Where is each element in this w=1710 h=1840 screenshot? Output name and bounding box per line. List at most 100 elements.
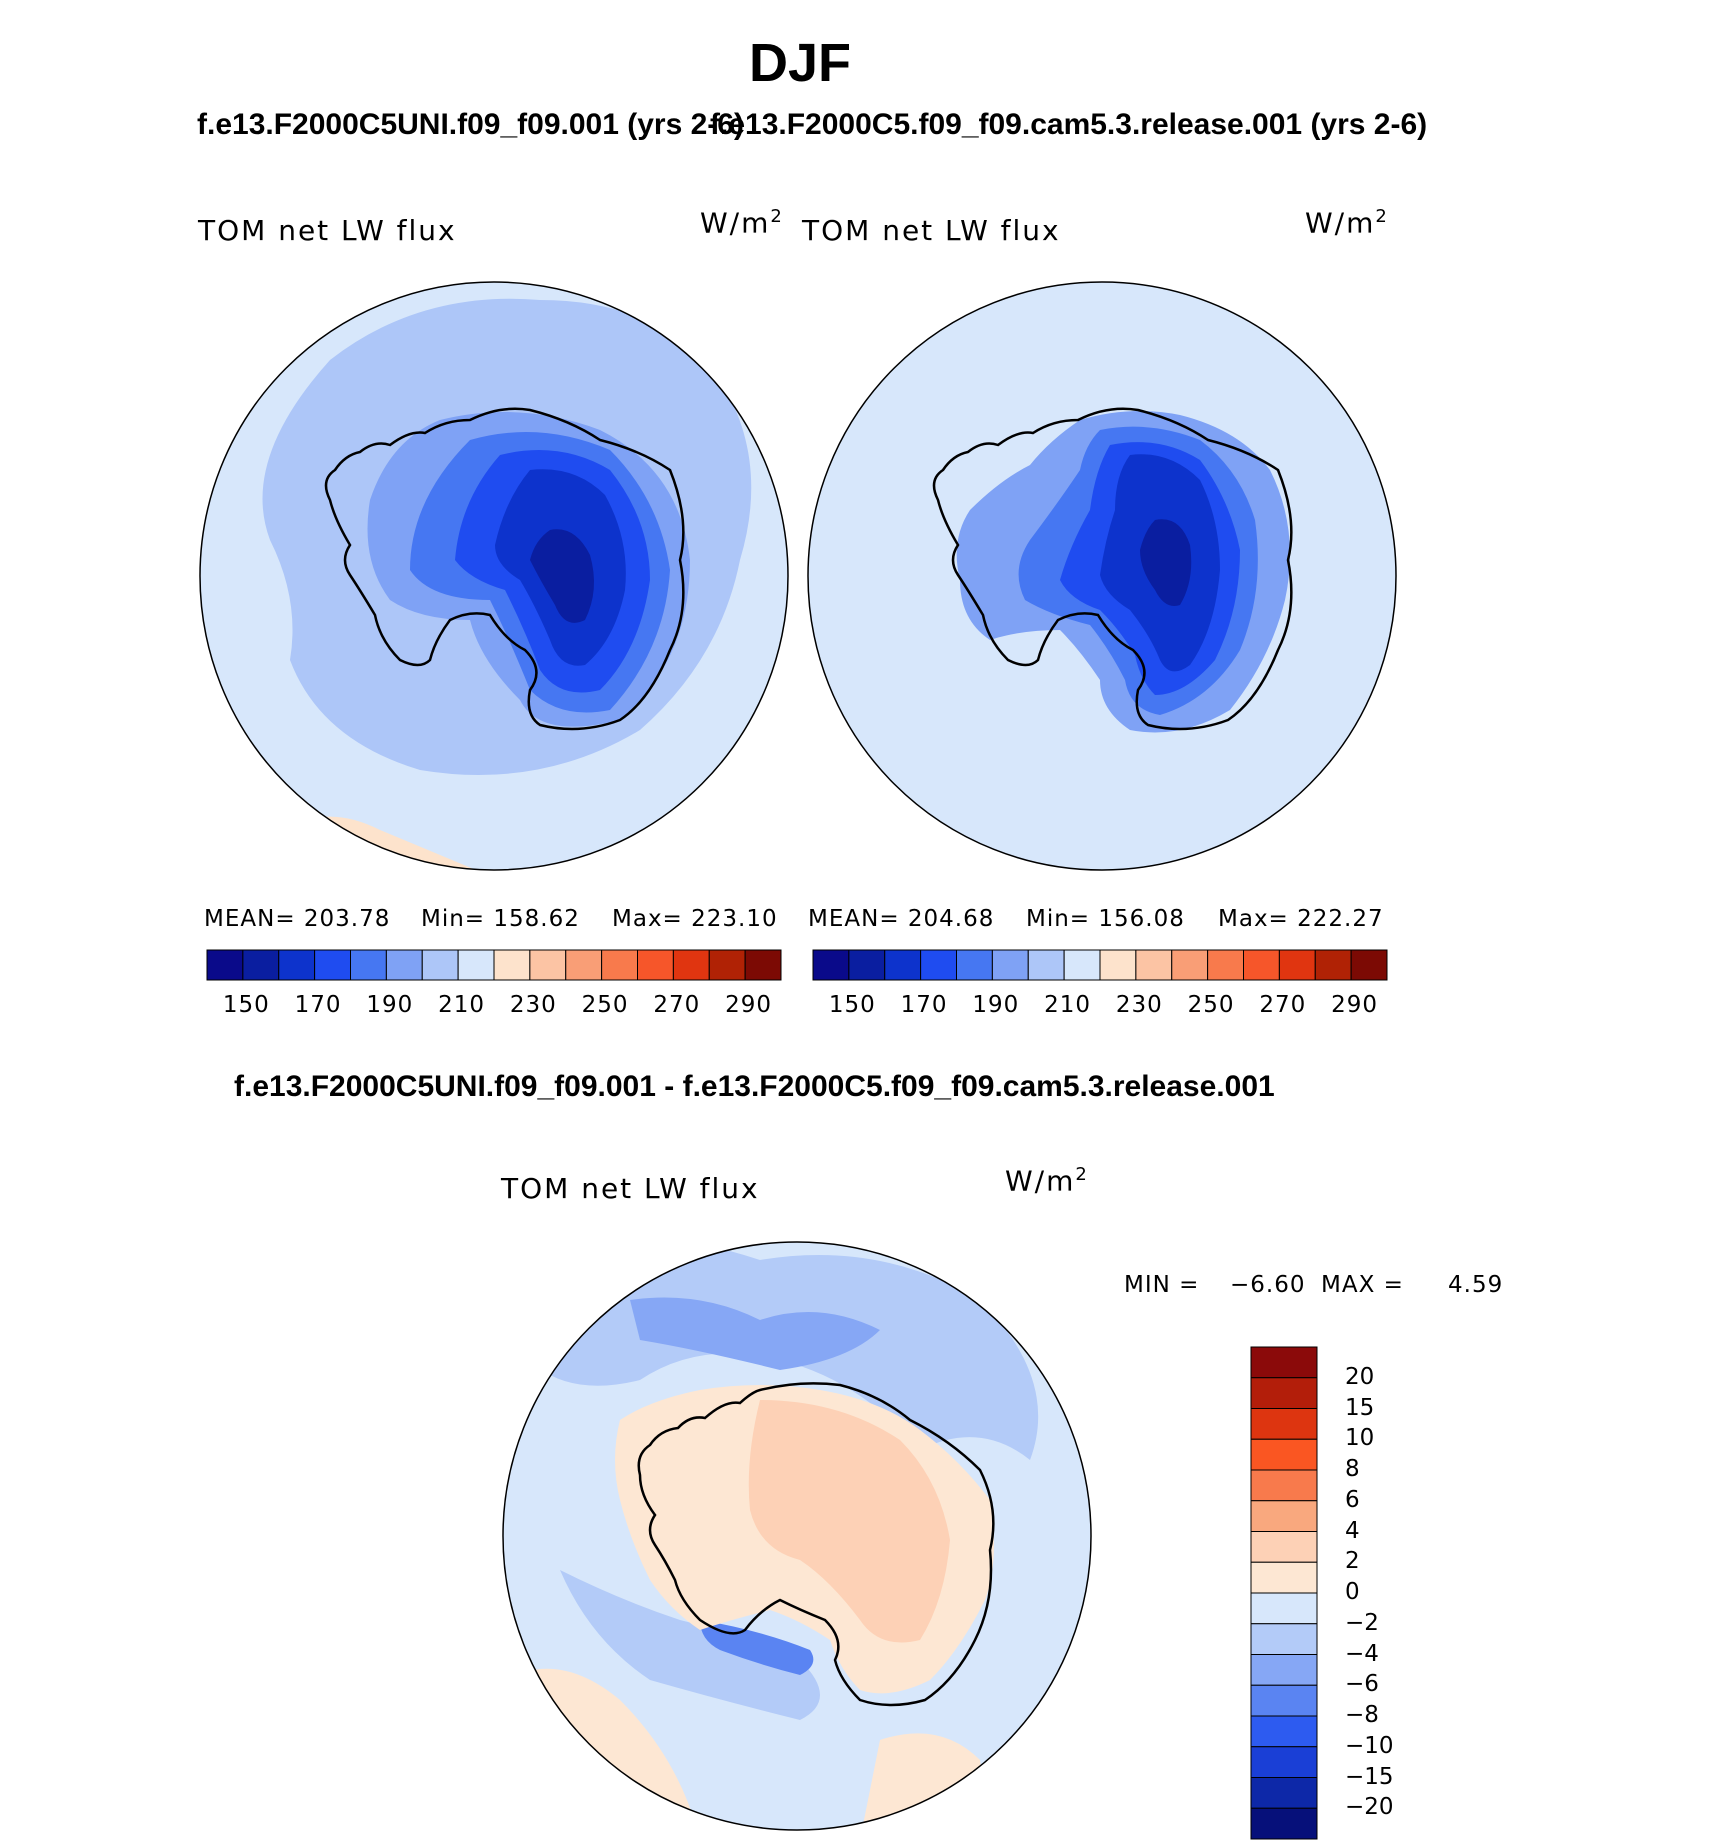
difference-min-label: MIN = [1124,1272,1200,1298]
colorbar-swatch [278,949,316,981]
difference-colorbar-tick-label: −10 [1345,1732,1394,1759]
colorbar-swatch [672,949,710,981]
colorbar-swatch [565,949,603,981]
colorbar-tick-label: 290 [1331,992,1379,1018]
colorbar-swatch [1135,949,1173,981]
colorbar-2 [812,949,1388,981]
difference-colorbar-swatch [1250,1684,1318,1717]
colorbar-swatch [956,949,993,981]
colorbar-swatch [1099,949,1137,981]
difference-colorbar-tick-label: −4 [1345,1640,1379,1667]
difference-colorbar-swatch [1250,1531,1318,1563]
difference-colorbar [1250,1346,1318,1840]
colorbar-swatch [744,949,782,981]
colorbar-tick-label: 190 [972,992,1020,1018]
colorbar-tick-label: 270 [1259,992,1307,1018]
colorbar-swatch [920,949,957,981]
colorbar-tick-label: 210 [1044,992,1092,1018]
difference-colorbar-swatch [1250,1561,1318,1594]
colorbar-swatch [1350,949,1388,981]
colorbar-tick-label: 150 [222,992,270,1018]
difference-colorbar-tick-label: 6 [1345,1486,1360,1513]
difference-colorbar-tick-label: −2 [1345,1609,1379,1636]
colorbar-tick-label: 270 [653,992,701,1018]
difference-colorbar-swatch [1250,1346,1318,1379]
colorbar-tick-label: 230 [509,992,557,1018]
difference-colorbar-swatch [1250,1408,1318,1440]
colorbar-swatch [991,949,1029,981]
panel-2-mean: MEAN= 204.68 [808,906,995,932]
difference-colorbar-tick-label: −8 [1345,1702,1379,1728]
difference-colorbar-swatch [1250,1777,1318,1809]
difference-colorbar-swatch [1250,1746,1318,1778]
colorbar-swatch [457,949,495,981]
colorbar-swatch [242,949,280,981]
difference-map-border [502,1241,1092,1831]
difference-title: f.e13.F2000C5UNI.f09_f09.001 - f.e13.F20… [234,1070,1275,1103]
difference-variable-label: TOM net LW flux [501,1172,760,1205]
colorbar-swatch [421,949,459,981]
panel-1-variable-label: TOM net LW flux [198,214,457,247]
panel-2-min: Min= 156.08 [1026,906,1185,932]
difference-min-value: −6.60 [1230,1272,1306,1298]
difference-colorbar-swatch [1250,1715,1318,1748]
panel-1-min: Min= 158.62 [421,906,580,932]
colorbar-tick-label: 250 [581,992,629,1018]
difference-colorbar-swatch [1250,1592,1318,1625]
panel-1-max: Max= 223.10 [612,906,778,932]
panel-1-map-border [199,281,789,871]
difference-colorbar-tick-label: 2 [1345,1548,1360,1575]
difference-colorbar-swatch [1250,1807,1318,1840]
colorbar-swatch [1027,949,1065,981]
colorbar-tick-label: 190 [366,992,414,1018]
page-title: DJF [748,33,851,93]
difference-max-value: 4.59 [1448,1272,1504,1298]
difference-colorbar-swatch [1250,1469,1318,1502]
difference-colorbar-tick-label: 4 [1345,1517,1360,1544]
colorbar-tick-label: 230 [1115,992,1163,1018]
panel-1-polar-map [200,282,788,870]
panel-2-variable-label: TOM net LW flux [802,214,1061,247]
colorbar-swatch [206,949,244,981]
colorbar-swatch [1314,949,1352,981]
difference-colorbar-tick-label: 20 [1345,1363,1375,1390]
difference-coastline [637,1382,995,1707]
difference-colorbar-tick-label: −20 [1345,1794,1394,1821]
colorbar-swatch [1207,949,1244,981]
difference-colorbar-swatch [1250,1438,1318,1471]
colorbar-swatch [812,949,850,981]
colorbar-swatch [350,949,387,981]
panel-2-map-border [807,281,1397,871]
difference-max-label: MAX = [1321,1272,1404,1298]
difference-colorbar-tick-label: 15 [1345,1394,1375,1421]
colorbar-tick-label: 250 [1187,992,1235,1018]
panel-2-max: Max= 222.27 [1218,906,1384,932]
difference-colorbar-swatch [1250,1654,1318,1686]
panel-2-units: W/m2 [1305,206,1389,240]
colorbar-swatch [493,949,531,981]
colorbar-tick-label: 170 [294,992,342,1018]
colorbar-swatch [1063,949,1101,981]
difference-colorbar-swatch [1250,1377,1318,1409]
difference-colorbar-swatch [1250,1500,1318,1532]
panel-1-coastline [324,407,685,731]
colorbar-swatch [884,949,922,981]
colorbar-swatch [385,949,423,981]
colorbar-swatch [1278,949,1316,981]
colorbar-swatch [1171,949,1209,981]
colorbar-1 [206,949,782,981]
difference-colorbar-tick-label: 8 [1345,1456,1360,1482]
difference-colorbar-tick-label: 0 [1345,1579,1360,1605]
panel-2-case-title: f.e13.F2000C5.f09_f09.cam5.3.release.001… [710,108,1428,141]
colorbar-swatch [708,949,746,981]
panel-2-coastline [932,407,1293,731]
colorbar-tick-label: 150 [828,992,876,1018]
difference-polar-map [503,1242,1091,1830]
panel-1-case-title: f.e13.F2000C5UNI.f09_f09.001 (yrs 2-6) [197,108,744,141]
colorbar-swatch [601,949,638,981]
panel-2-polar-map [808,282,1396,870]
colorbar-swatch [1243,949,1280,981]
panel-1-mean: MEAN= 203.78 [204,906,391,932]
colorbar-tick-label: 290 [725,992,773,1018]
difference-units: W/m2 [1005,1164,1089,1198]
